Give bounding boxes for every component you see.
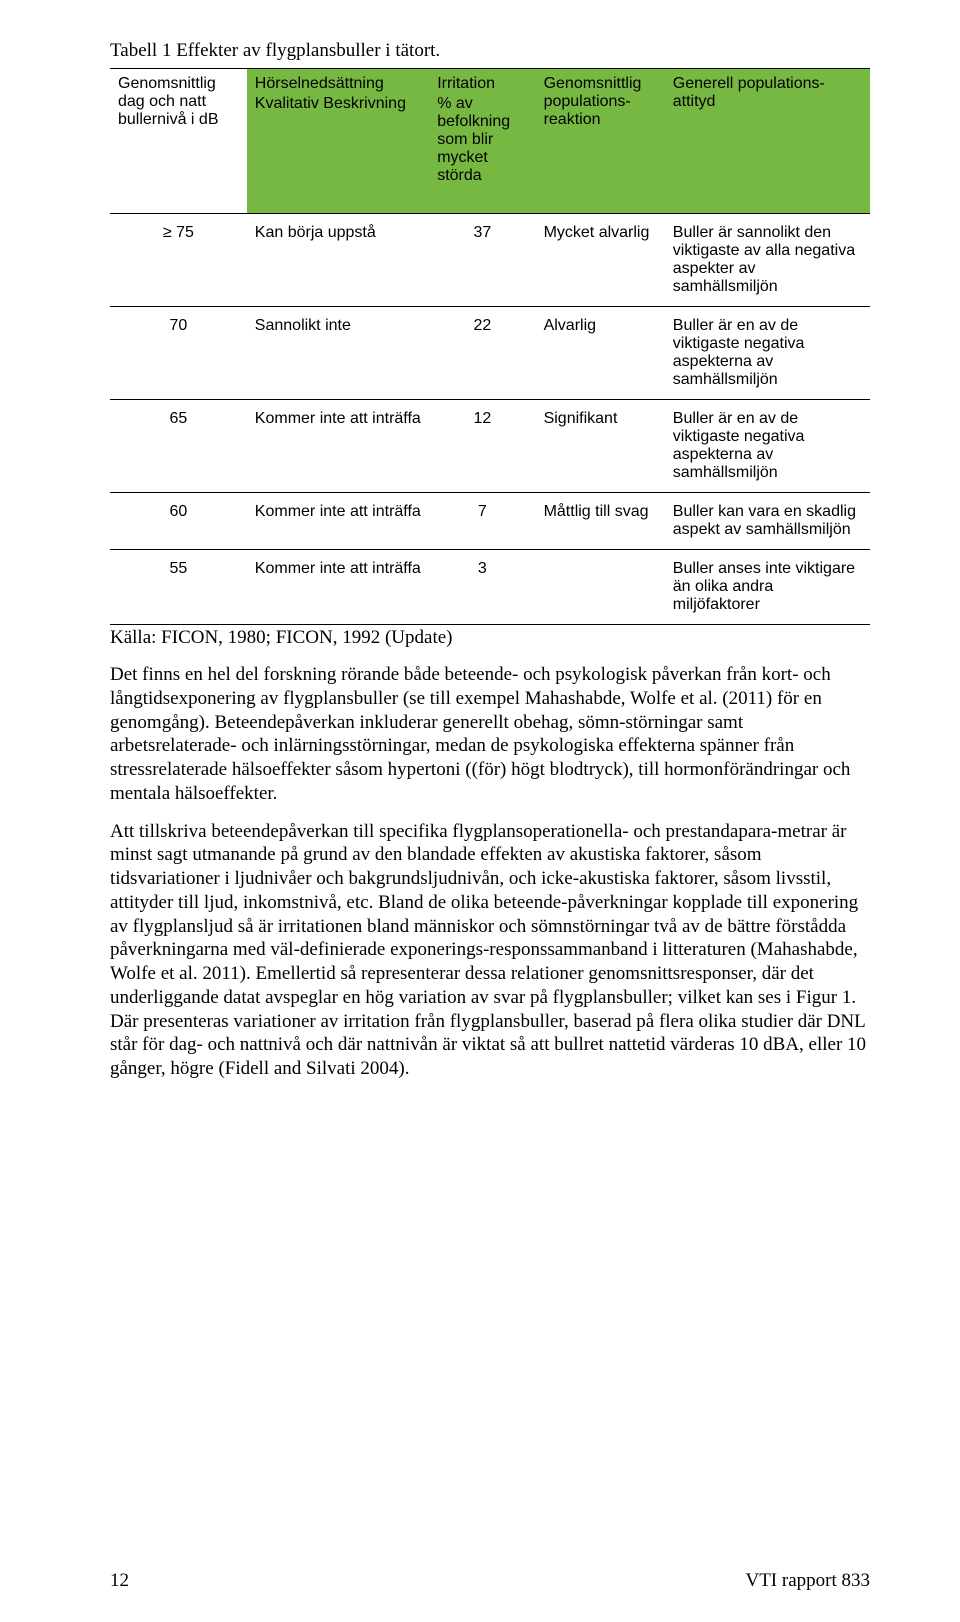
header-irr-line2: % av befolkning som blir mycket störda	[437, 95, 527, 185]
cell-pop	[536, 550, 665, 625]
cell-gen: Buller kan vara en skadlig aspekt av sam…	[665, 493, 870, 550]
header-db: Genomsnittlig dag och natt bullernivå i …	[110, 69, 247, 214]
cell-pop: Måttlig till svag	[536, 493, 665, 550]
header-hors-line1: Hörselnedsättning	[255, 75, 384, 92]
header-general: Generell populations-attityd	[665, 69, 870, 214]
cell-db: ≥ 75	[110, 214, 247, 307]
cell-hors: Kommer inte att inträffa	[247, 400, 429, 493]
body-paragraph-2: Att tillskriva beteendepåverkan till spe…	[110, 820, 870, 1081]
header-irr-line1: Irritation	[437, 75, 495, 92]
page-number: 12	[110, 1570, 129, 1592]
cell-gen: Buller är en av de viktigaste negativa a…	[665, 307, 870, 400]
cell-db: 55	[110, 550, 247, 625]
cell-gen: Buller är sannolikt den viktigaste av al…	[665, 214, 870, 307]
table-header-row: Genomsnittlig dag och natt bullernivå i …	[110, 69, 870, 214]
cell-irr: 12	[429, 400, 535, 493]
cell-hors: Kommer inte att inträffa	[247, 550, 429, 625]
cell-hors: Kan börja uppstå	[247, 214, 429, 307]
table-row: 70 Sannolikt inte 22 Alvarlig Buller är …	[110, 307, 870, 400]
cell-db: 65	[110, 400, 247, 493]
cell-irr: 22	[429, 307, 535, 400]
header-hors: Hörselnedsättning Kvalitativ Beskrivning	[247, 69, 429, 214]
page-footer: 12 VTI rapport 833	[110, 1530, 870, 1592]
table-row: 55 Kommer inte att inträffa 3 Buller ans…	[110, 550, 870, 625]
cell-irr: 3	[429, 550, 535, 625]
report-id: VTI rapport 833	[745, 1570, 870, 1592]
header-hors-line2: Kvalitativ Beskrivning	[255, 95, 421, 113]
cell-db: 60	[110, 493, 247, 550]
cell-pop: Signifikant	[536, 400, 665, 493]
table-row: ≥ 75 Kan börja uppstå 37 Mycket alvarlig…	[110, 214, 870, 307]
table-source: Källa: FICON, 1980; FICON, 1992 (Update)	[110, 627, 870, 649]
header-irritation: Irritation % av befolkning som blir myck…	[429, 69, 535, 214]
cell-hors: Kommer inte att inträffa	[247, 493, 429, 550]
header-population: Genomsnittlig populations-reaktion	[536, 69, 665, 214]
cell-pop: Alvarlig	[536, 307, 665, 400]
table-caption: Tabell 1 Effekter av flygplansbuller i t…	[110, 40, 870, 62]
table-row: 60 Kommer inte att inträffa 7 Måttlig ti…	[110, 493, 870, 550]
body-paragraph-1: Det finns en hel del forskning rörande b…	[110, 663, 870, 806]
effects-table: Genomsnittlig dag och natt bullernivå i …	[110, 68, 870, 625]
cell-gen: Buller är en av de viktigaste negativa a…	[665, 400, 870, 493]
table-row: 65 Kommer inte att inträffa 12 Signifika…	[110, 400, 870, 493]
cell-hors: Sannolikt inte	[247, 307, 429, 400]
cell-irr: 7	[429, 493, 535, 550]
cell-db: 70	[110, 307, 247, 400]
page: Tabell 1 Effekter av flygplansbuller i t…	[0, 0, 960, 1622]
cell-gen: Buller anses inte viktigare än olika and…	[665, 550, 870, 625]
cell-irr: 37	[429, 214, 535, 307]
cell-pop: Mycket alvarlig	[536, 214, 665, 307]
